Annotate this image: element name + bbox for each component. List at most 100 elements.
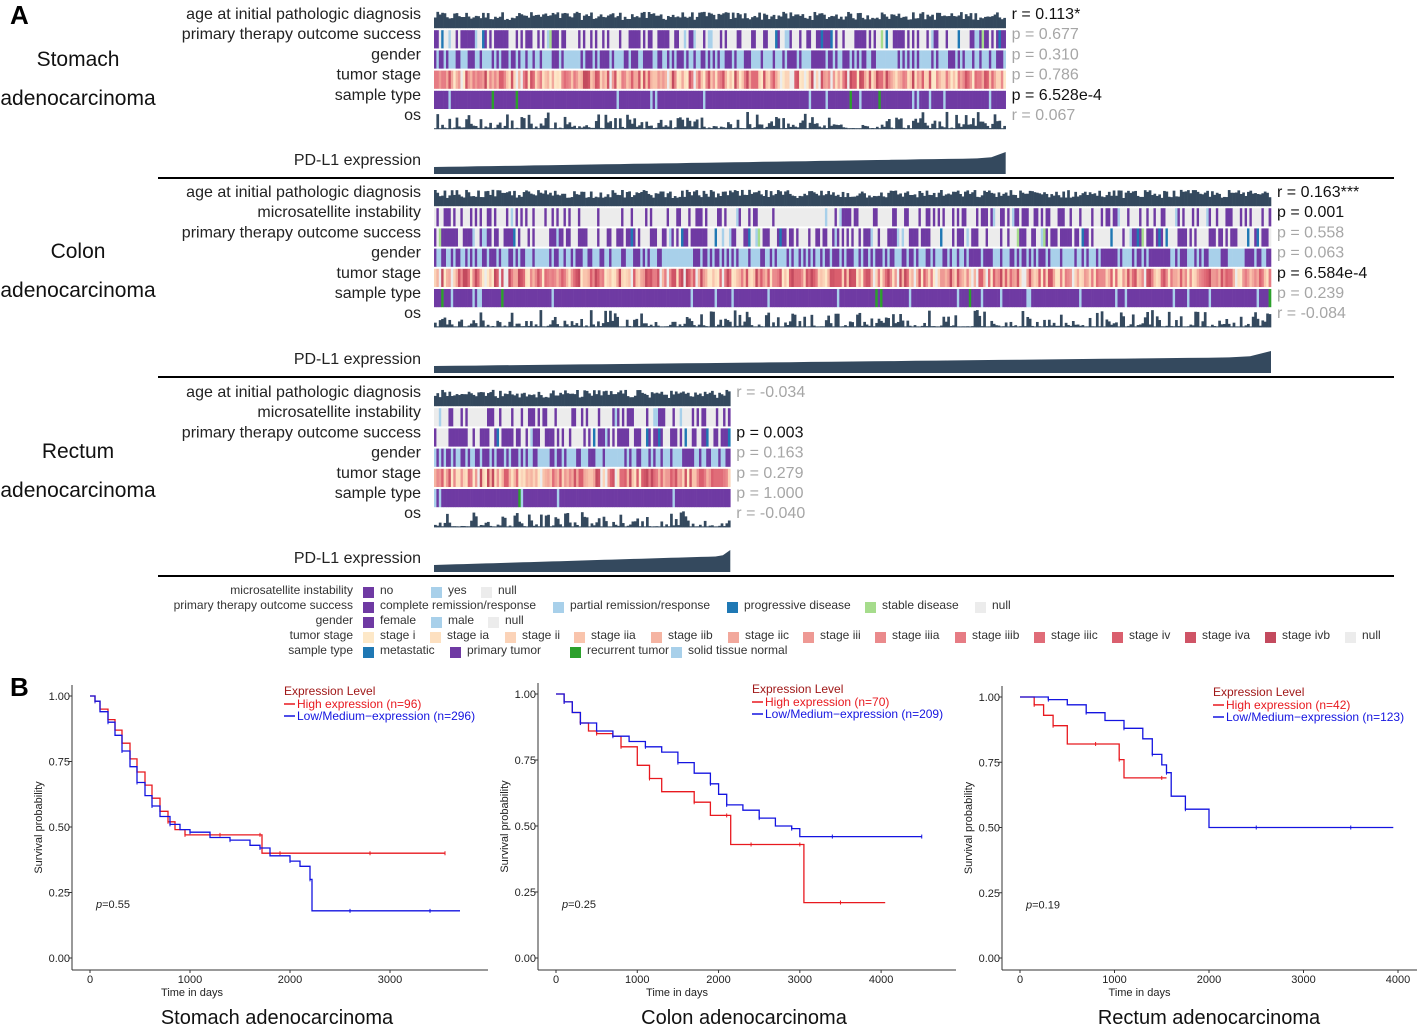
track-cell — [662, 50, 665, 69]
track-cell — [580, 289, 583, 308]
track-cell — [612, 428, 615, 447]
track-cell — [1000, 90, 1004, 109]
track-cell — [1050, 194, 1054, 207]
track-cell — [582, 50, 586, 69]
track-cell — [930, 289, 934, 308]
track-cell — [728, 268, 732, 287]
track-cell — [786, 289, 790, 308]
track-cell — [1203, 228, 1207, 247]
track-cell — [462, 197, 466, 207]
track-cell — [717, 128, 721, 130]
track-cell — [657, 30, 661, 49]
track-cell — [602, 128, 605, 130]
track-cell — [866, 30, 870, 49]
track-cell — [1206, 326, 1209, 328]
track-cell — [727, 408, 731, 427]
track-cell — [633, 268, 636, 287]
track-cell — [1165, 208, 1169, 227]
track-cell — [875, 50, 879, 69]
track-cell — [698, 468, 702, 487]
track-cell — [457, 208, 461, 227]
track-cell — [670, 390, 673, 407]
track-cell — [671, 128, 675, 130]
track-cell — [820, 50, 824, 69]
track-cell — [609, 90, 613, 109]
track-cell — [1261, 208, 1265, 227]
track-cell — [856, 248, 859, 267]
track-cell — [626, 396, 630, 407]
track-cell — [894, 190, 898, 207]
track-cell — [529, 193, 533, 207]
track-cell — [901, 208, 905, 227]
track-cell — [624, 526, 628, 528]
track-cell — [701, 408, 705, 427]
track-cell — [873, 50, 877, 69]
track-cell — [527, 30, 531, 49]
track-cell — [1131, 191, 1135, 207]
track-cell — [1107, 268, 1111, 287]
track-label: sample type — [335, 485, 421, 502]
track-cell — [787, 90, 790, 109]
track-cell — [681, 190, 684, 207]
track-cell — [462, 289, 466, 308]
track-cell — [1134, 190, 1137, 207]
track-cell — [469, 228, 473, 247]
track-cell — [571, 393, 575, 407]
track-cell — [546, 70, 550, 89]
cohort-name-line1: Stomach — [37, 48, 120, 71]
track-cell — [547, 468, 550, 487]
track-cell — [438, 448, 442, 467]
track-cell — [1000, 19, 1004, 29]
track-cell — [798, 208, 802, 227]
track-cell — [943, 127, 946, 130]
track-cell — [882, 248, 886, 267]
track-cell — [679, 428, 683, 447]
track-cell — [1059, 289, 1063, 308]
track-cell — [1251, 208, 1255, 227]
track-cell — [628, 50, 632, 69]
track-cell — [599, 268, 603, 287]
track-cell — [875, 289, 878, 308]
track-cells — [434, 70, 1006, 89]
track-cell — [996, 12, 999, 29]
track-cell — [670, 468, 673, 487]
track-cell — [664, 19, 668, 29]
track-cell — [691, 12, 694, 29]
track-cell — [722, 70, 725, 89]
track-cell — [1127, 268, 1130, 287]
track-cell — [568, 50, 572, 69]
track-cell — [642, 208, 646, 227]
track-cell — [453, 50, 456, 69]
track-cell — [779, 228, 783, 247]
track-cell — [467, 408, 471, 427]
track-cell — [693, 19, 697, 29]
track-cell — [853, 326, 857, 328]
track-cell — [863, 248, 866, 267]
track-cell — [1237, 289, 1241, 308]
track-cell — [479, 392, 483, 407]
track-cell — [932, 268, 936, 287]
track-cell — [446, 489, 449, 508]
track-cell — [660, 448, 664, 467]
track-cell — [498, 90, 502, 109]
track-cell — [991, 123, 994, 130]
track-cell — [590, 468, 594, 487]
track-cell — [796, 70, 800, 89]
legend-item-label: stage iib — [668, 628, 713, 642]
track-cell — [1067, 289, 1070, 308]
track-cell — [962, 124, 966, 130]
track-cell — [919, 50, 922, 69]
track-cell — [441, 248, 444, 267]
track-cell — [575, 208, 579, 227]
track-cell — [887, 90, 891, 109]
track-cell — [770, 30, 773, 49]
track-cell — [961, 326, 965, 328]
track-cell — [834, 313, 838, 328]
track-cell — [757, 248, 761, 267]
track-cell — [1263, 248, 1267, 267]
track-cell — [844, 127, 848, 130]
track-cell — [436, 448, 440, 467]
track-cell — [935, 326, 938, 328]
track-cell — [779, 289, 783, 308]
track-cell — [860, 248, 864, 267]
